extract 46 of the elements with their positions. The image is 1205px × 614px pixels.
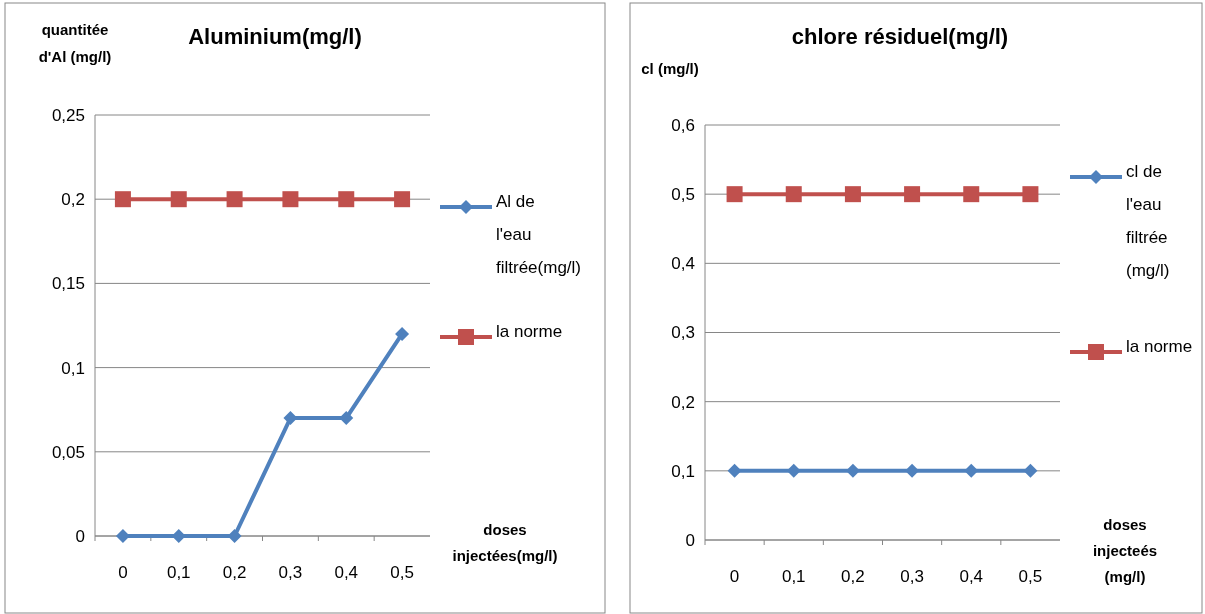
- point: [339, 411, 354, 426]
- legend-label: la norme: [1126, 337, 1193, 356]
- x-axis-title: doses injectées(mg/l): [452, 521, 558, 564]
- y-tick-label: 0,25: [51, 105, 85, 125]
- y-tick-label: 0,1: [61, 358, 85, 378]
- y-tick-label: 0,05: [51, 442, 85, 462]
- point: [227, 529, 242, 543]
- y-tick-label: 0,4: [671, 254, 695, 274]
- y-axis-title: quantitée d'Al (mg/l): [38, 21, 112, 65]
- x-axis-title: doses injecteés (mg/l): [1092, 516, 1158, 585]
- legend-label: cl de l'eau filtrée (mg/l): [1126, 162, 1170, 280]
- chart-title: Aluminium(mg/l): [188, 24, 362, 49]
- x-tick-label: 0,2: [841, 567, 865, 586]
- x-tick-label: 0: [118, 563, 128, 582]
- x-tick-label: 0,1: [166, 563, 191, 582]
- y-tick-label: 0: [685, 530, 695, 550]
- y-tick-label: 0,15: [51, 274, 85, 294]
- x-tick-label: 0,5: [1018, 567, 1043, 586]
- point: [115, 529, 130, 543]
- x-tick-label: 0,3: [900, 567, 924, 586]
- y-tick-label: 0,2: [671, 392, 695, 412]
- point: [338, 191, 355, 208]
- x-tick-label: 0: [729, 567, 740, 586]
- x-tick-label: 0,4: [959, 567, 984, 586]
- y-axis-title: cl (mg/l): [641, 60, 699, 77]
- x-tick-label: 0,2: [222, 563, 247, 582]
- point: [283, 411, 298, 426]
- point: [226, 191, 243, 208]
- legend-label: la norme: [496, 322, 563, 341]
- x-tick-label: 0,3: [278, 563, 303, 582]
- x-tick-label: 0,4: [334, 563, 359, 582]
- y-tick-label: 0,2: [61, 190, 85, 210]
- point: [395, 326, 410, 341]
- point: [114, 191, 131, 208]
- point: [282, 191, 299, 208]
- y-tick-label: 0: [75, 526, 85, 546]
- x-tick-label: 0,1: [781, 567, 806, 586]
- y-tick-label: 0,5: [671, 185, 695, 205]
- point: [394, 191, 411, 208]
- legend-label: Al de l'eau filtrée(mg/l): [496, 192, 582, 277]
- chart-title: chlore résiduel(mg/l): [791, 24, 1009, 49]
- y-tick-label: 0,3: [671, 323, 695, 343]
- x-tick-label: 0,5: [390, 563, 414, 582]
- y-tick-label: 0,1: [671, 461, 695, 481]
- y-tick-label: 0,6: [671, 115, 695, 135]
- point: [170, 191, 187, 208]
